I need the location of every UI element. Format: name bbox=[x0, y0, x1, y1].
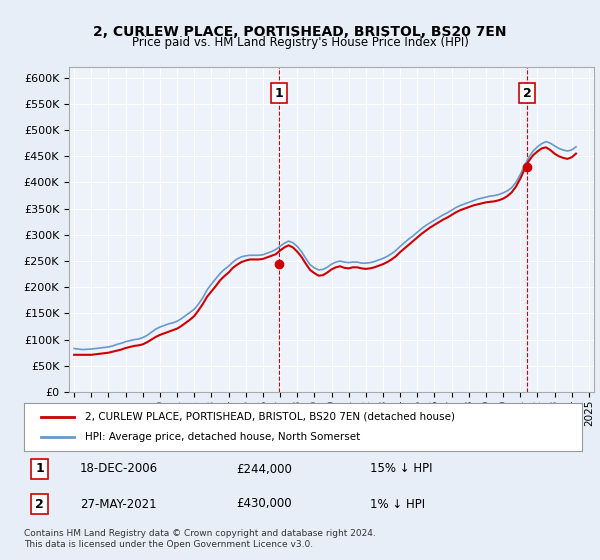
Text: 1% ↓ HPI: 1% ↓ HPI bbox=[370, 497, 425, 511]
Text: 2: 2 bbox=[35, 497, 44, 511]
Text: 2, CURLEW PLACE, PORTISHEAD, BRISTOL, BS20 7EN: 2, CURLEW PLACE, PORTISHEAD, BRISTOL, BS… bbox=[93, 25, 507, 39]
Text: 1: 1 bbox=[275, 87, 284, 100]
Text: 1: 1 bbox=[35, 463, 44, 475]
Text: 27-MAY-2021: 27-MAY-2021 bbox=[80, 497, 157, 511]
Text: 2: 2 bbox=[523, 87, 532, 100]
Text: Contains HM Land Registry data © Crown copyright and database right 2024.
This d: Contains HM Land Registry data © Crown c… bbox=[24, 529, 376, 549]
Text: 2, CURLEW PLACE, PORTISHEAD, BRISTOL, BS20 7EN (detached house): 2, CURLEW PLACE, PORTISHEAD, BRISTOL, BS… bbox=[85, 412, 455, 422]
Text: Price paid vs. HM Land Registry's House Price Index (HPI): Price paid vs. HM Land Registry's House … bbox=[131, 36, 469, 49]
Text: £430,000: £430,000 bbox=[236, 497, 292, 511]
Text: 18-DEC-2006: 18-DEC-2006 bbox=[80, 463, 158, 475]
Text: 15% ↓ HPI: 15% ↓ HPI bbox=[370, 463, 433, 475]
Text: HPI: Average price, detached house, North Somerset: HPI: Average price, detached house, Nort… bbox=[85, 432, 361, 442]
Text: £244,000: £244,000 bbox=[236, 463, 292, 475]
